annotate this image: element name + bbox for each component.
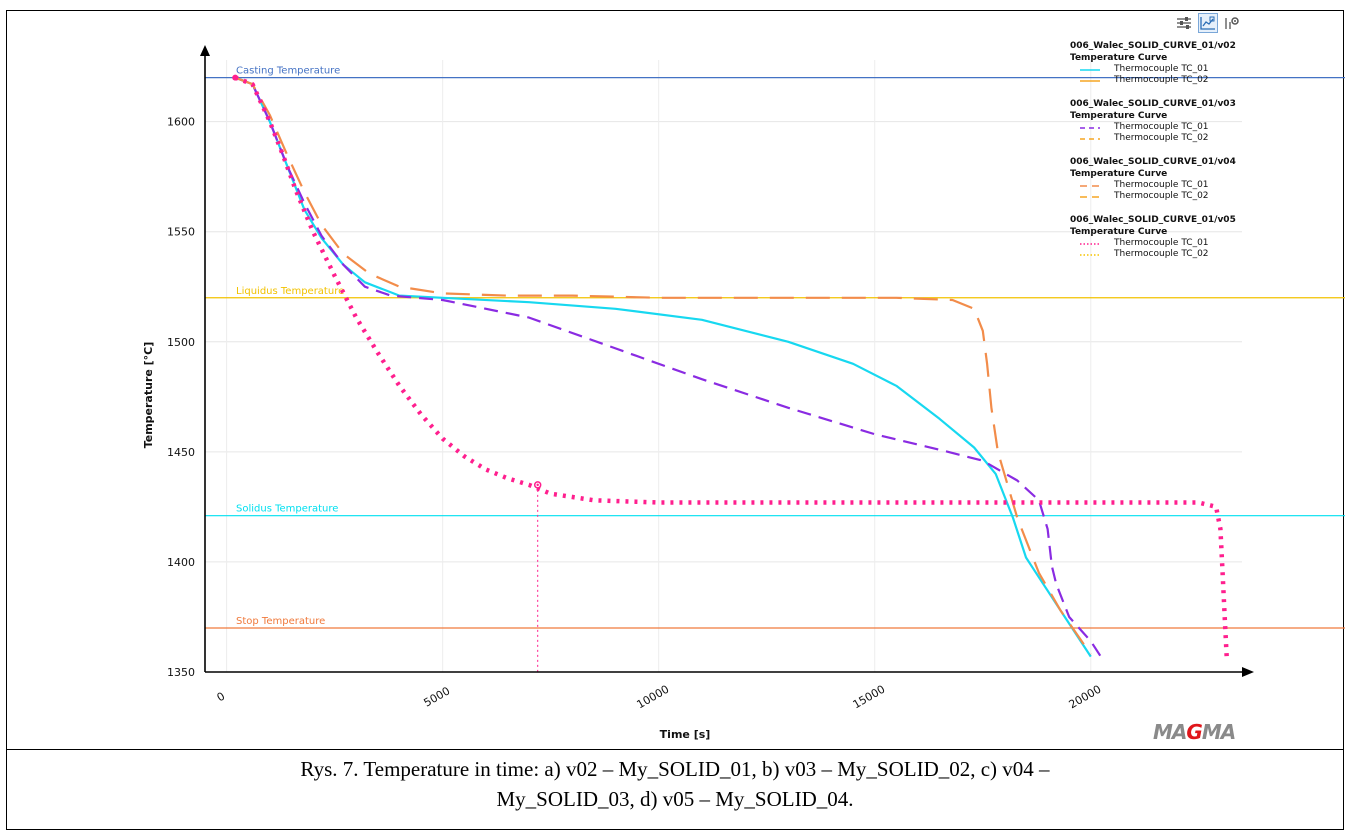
x-tick-label-4: 20000	[1067, 683, 1104, 712]
x-tick-label-0: 0	[215, 690, 228, 705]
legend-group-0: 006_Walec_SOLID_CURVE_01/v02 Temperature …	[1070, 40, 1270, 86]
x-tick-label-1: 5000	[422, 684, 453, 709]
legend-group-subtitle: Temperature Curve	[1070, 111, 1168, 121]
chart-view-icon[interactable]	[1198, 13, 1218, 33]
legend-item-label: Thermocouple TC_02	[1114, 75, 1209, 85]
legend-group-title: 006_Walec_SOLID_CURVE_01/v03	[1070, 99, 1236, 109]
legend-item-label: Thermocouple TC_02	[1114, 133, 1209, 143]
legend-group-2: 006_Walec_SOLID_CURVE_01/v04 Temperature …	[1070, 156, 1270, 202]
chart-toolbar	[1174, 13, 1242, 35]
x-tick-label-2: 10000	[635, 683, 672, 712]
y-tick-label-4: 1550	[167, 226, 195, 239]
reference-lines: Casting Temperature Liquidus Temperature S…	[205, 66, 1345, 629]
series-lines	[232, 74, 1230, 672]
chart-legend: 006_Walec_SOLID_CURVE_01/v02 Temperature …	[1070, 40, 1270, 272]
legend-group-title: 006_Walec_SOLID_CURVE_01/v02	[1070, 41, 1236, 51]
legend-swatch	[1080, 68, 1100, 71]
legend-swatch	[1080, 195, 1100, 198]
series-line-3	[234, 75, 1230, 662]
legend-item[interactable]: Thermocouple TC_01	[1070, 64, 1270, 75]
legend-group-subtitle: Temperature Curve	[1070, 169, 1168, 179]
legend-item[interactable]: Thermocouple TC_02	[1070, 249, 1270, 260]
legend-item[interactable]: Thermocouple TC_02	[1070, 75, 1270, 86]
y-tick-label-2: 1450	[167, 446, 195, 459]
settings-icon[interactable]	[1222, 13, 1242, 33]
caption-line-2: My_SOLID_03, d) v05 – My_SOLID_04.	[496, 787, 854, 811]
legend-item[interactable]: Thermocouple TC_02	[1070, 191, 1270, 202]
legend-swatch	[1080, 126, 1100, 129]
series-line-1	[234, 76, 1105, 662]
reference-label-2: Solidus Temperature	[236, 504, 338, 515]
legend-swatch	[1080, 137, 1100, 140]
series-line-0	[234, 76, 1092, 658]
legend-item-label: Thermocouple TC_02	[1114, 191, 1209, 201]
legend-swatch	[1080, 253, 1100, 256]
reference-label-3: Stop Temperature	[236, 616, 325, 627]
figure-frame	[6, 10, 1344, 830]
legend-swatch	[1080, 79, 1100, 82]
legend-item-label: Thermocouple TC_01	[1114, 238, 1209, 248]
legend-group-subtitle: Temperature Curve	[1070, 227, 1168, 237]
caption-divider	[6, 749, 1344, 750]
x-axis-label: Time [s]	[660, 728, 711, 741]
series-line-2	[234, 76, 1092, 656]
legend-item-label: Thermocouple TC_01	[1114, 122, 1209, 132]
legend-item[interactable]: Thermocouple TC_01	[1070, 180, 1270, 191]
y-axis-arrow	[200, 45, 210, 56]
caption-line-1: Rys. 7. Temperature in time: a) v02 – My…	[300, 757, 1050, 781]
legend-group-title: 006_Walec_SOLID_CURVE_01/v05	[1070, 215, 1236, 225]
x-tick-label-3: 15000	[851, 683, 888, 712]
legend-group-subtitle: Temperature Curve	[1070, 53, 1168, 63]
legend-group-title: 006_Walec_SOLID_CURVE_01/v04	[1070, 157, 1236, 167]
legend-swatch	[1080, 184, 1100, 187]
y-axis-label: Temperature [°C]	[142, 342, 155, 449]
axes	[200, 45, 1254, 677]
legend-item-label: Thermocouple TC_01	[1114, 64, 1209, 74]
figure-caption: Rys. 7. Temperature in time: a) v02 – My…	[60, 754, 1290, 814]
legend-item[interactable]: Thermocouple TC_01	[1070, 238, 1270, 249]
y-tick-label-0: 1350	[167, 666, 195, 679]
reference-label-0: Casting Temperature	[236, 66, 340, 77]
legend-group-3: 006_Walec_SOLID_CURVE_01/v05 Temperature …	[1070, 214, 1270, 260]
sliders-icon[interactable]	[1174, 13, 1194, 33]
magma-logo: MAGMA	[1153, 720, 1236, 744]
legend-item-label: Thermocouple TC_01	[1114, 180, 1209, 190]
y-tick-label-3: 1500	[167, 336, 195, 349]
legend-group-1: 006_Walec_SOLID_CURVE_01/v03 Temperature …	[1070, 98, 1270, 144]
reference-label-1: Liquidus Temperature	[236, 286, 344, 297]
y-tick-label-1: 1400	[167, 556, 195, 569]
start-point-marker	[232, 74, 239, 81]
marker-point-center	[536, 483, 539, 487]
legend-item[interactable]: Thermocouple TC_02	[1070, 133, 1270, 144]
y-tick-label-5: 1600	[167, 116, 195, 129]
legend-item-label: Thermocouple TC_02	[1114, 249, 1209, 259]
legend-item[interactable]: Thermocouple TC_01	[1070, 122, 1270, 133]
legend-swatch	[1080, 242, 1100, 245]
x-axis-arrow	[1242, 667, 1254, 677]
